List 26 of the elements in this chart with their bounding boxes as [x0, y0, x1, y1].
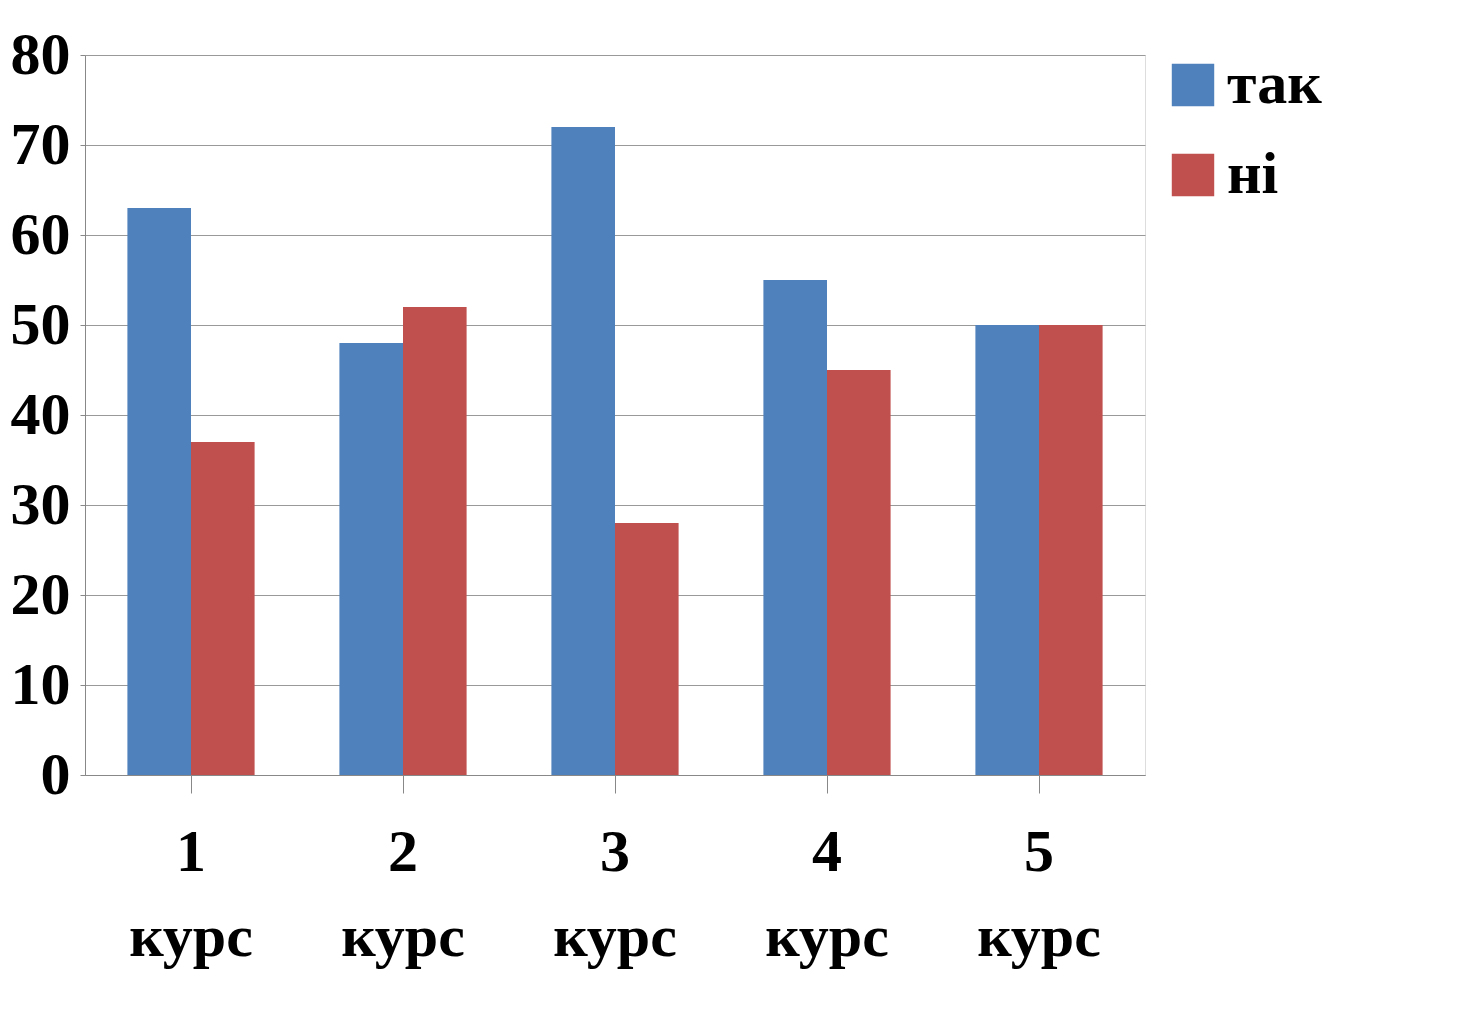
bar	[403, 307, 467, 775]
y-tick-label: 20	[10, 560, 71, 627]
y-tick-label: 60	[10, 200, 71, 267]
bar	[127, 208, 191, 775]
y-tick-label: 30	[10, 470, 71, 537]
y-tick-label: 50	[10, 290, 71, 357]
y-tick-label: 80	[10, 20, 71, 87]
legend-label: так	[1227, 50, 1323, 116]
x-tick-label: 2 курс	[341, 817, 465, 969]
x-tick-label: 1 курс	[129, 817, 253, 969]
bar	[827, 370, 891, 775]
bar	[975, 325, 1039, 775]
y-tick-label: 0	[40, 740, 71, 807]
x-tick-label: 4 курс	[765, 817, 889, 969]
bar	[615, 523, 679, 775]
y-tick-label: 70	[10, 110, 71, 177]
y-tick-label: 10	[10, 650, 71, 717]
y-tick-label: 40	[10, 380, 71, 447]
bar	[191, 442, 255, 775]
bar	[763, 280, 827, 775]
bar	[1039, 325, 1103, 775]
legend-label: ні	[1227, 140, 1279, 206]
x-tick-label: 3 курс	[553, 817, 677, 969]
bar	[339, 343, 403, 775]
bar	[551, 127, 615, 775]
x-tick-label: 5 курс	[977, 817, 1101, 969]
